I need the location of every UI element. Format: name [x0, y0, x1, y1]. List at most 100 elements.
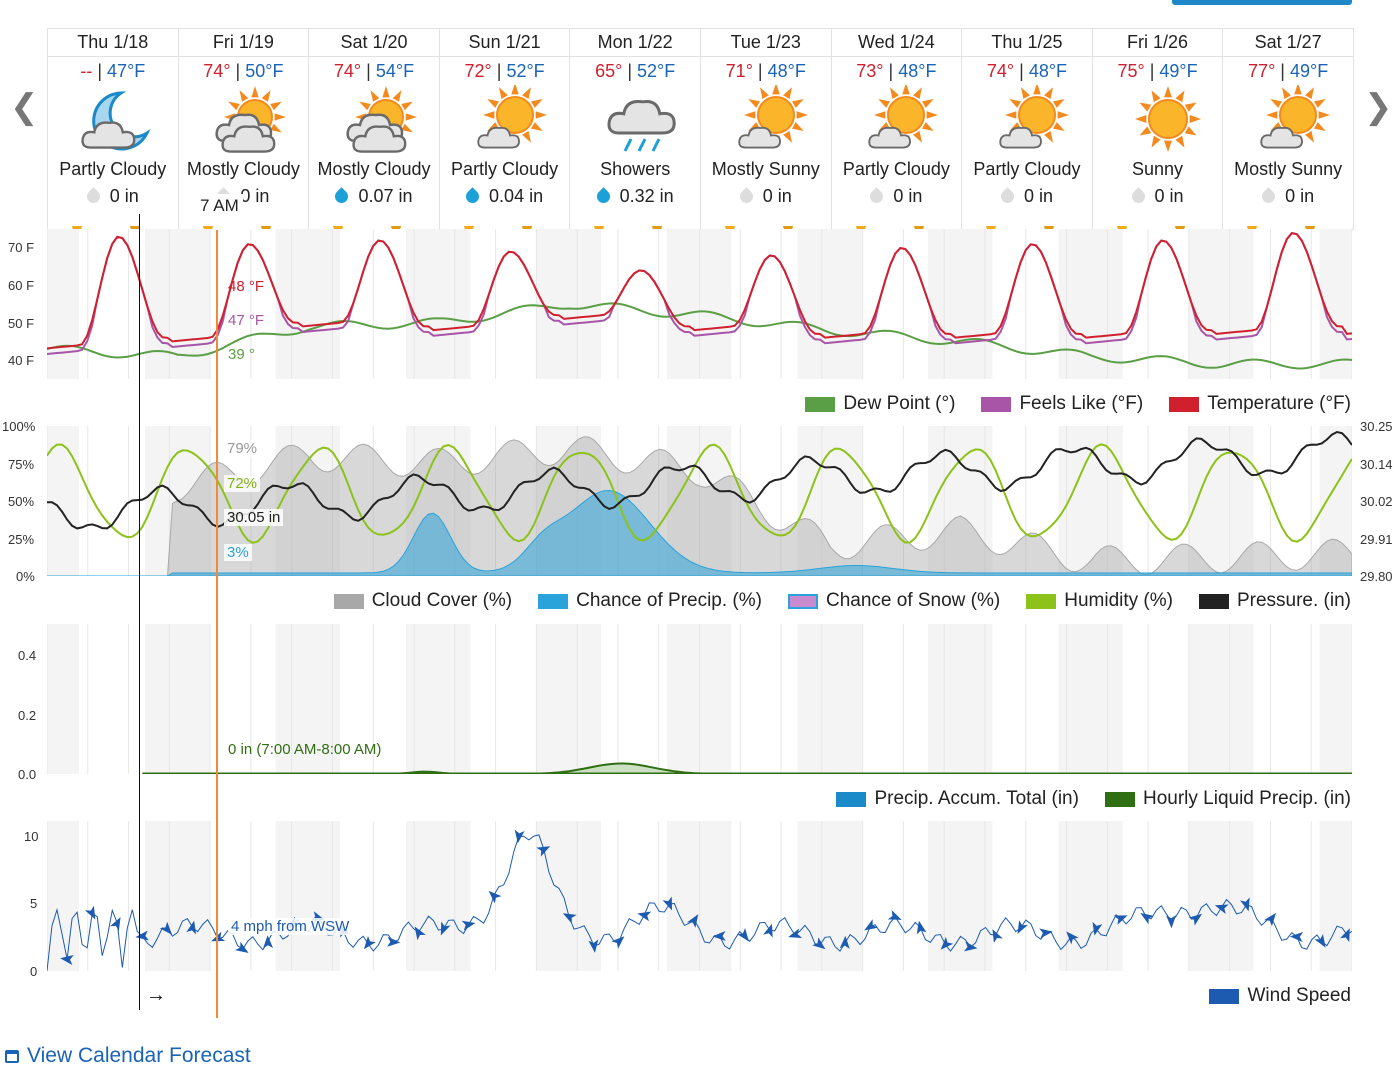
now-arrow-icon: → — [146, 984, 166, 1006]
day-high: 77° — [1248, 61, 1276, 81]
day-condition: Partly Cloudy — [973, 159, 1081, 179]
legend-precip-accum[interactable]: Precip. Accum. Total (in) — [836, 788, 1079, 810]
daylight-band — [601, 624, 667, 774]
wind-arrow-icon — [611, 936, 625, 949]
day-card[interactable]: Thu 1/18 -- | 47°F Partly Cloudy 0 in — [48, 29, 179, 231]
wind-arrow-icon — [159, 921, 173, 935]
top-action-button[interactable] — [1172, 0, 1352, 5]
day-date: Thu 1/25 — [962, 29, 1092, 57]
wind-arrow-icon — [887, 910, 902, 920]
daylight-band — [1253, 624, 1320, 774]
daylight-band — [731, 624, 798, 774]
day-temps: 74° | 50°F — [203, 61, 284, 81]
day-temps: -- | 47°F — [80, 61, 146, 81]
wind-arrow-icon — [461, 920, 476, 931]
rain-drop-icon — [1128, 187, 1148, 206]
rain-drop-icon — [867, 187, 887, 206]
wind-arrow-icon — [135, 930, 149, 941]
legend-hourly-precip[interactable]: Hourly Liquid Precip. (in) — [1104, 788, 1351, 810]
day-card[interactable]: Wed 1/24 73° | 48°F Partly Cloudy 0 in — [831, 29, 963, 231]
legend-temperature[interactable]: Temperature (°F) — [1169, 393, 1351, 415]
wind-arrow-icon — [1340, 928, 1350, 943]
legend-humidity[interactable]: Humidity (%) — [1026, 590, 1173, 612]
daylight-band — [862, 229, 928, 379]
humidity-line — [46, 443, 1353, 544]
day-temps: 72° | 52°F — [464, 61, 545, 81]
day-precip: 0 in — [1093, 186, 1223, 207]
day-card[interactable]: Sat 1/20 74° | 54°F Mostly Cloudy 0.07 i… — [309, 29, 440, 231]
cloud-tooltip: 79% — [224, 440, 261, 457]
daylight-band — [470, 821, 537, 971]
view-calendar-forecast-label: View Calendar Forecast — [27, 1044, 251, 1067]
prev-arrow-icon[interactable]: ❮ — [10, 88, 39, 126]
temp-axis-70: 70 F — [8, 240, 35, 255]
legend-wind-speed[interactable]: Wind Speed — [1209, 985, 1351, 1007]
wind-arrow-icon — [839, 935, 850, 949]
day-card[interactable]: Thu 1/25 74° | 48°F Partly Cloudy 0 in — [962, 29, 1093, 231]
wind-arrow-icon — [637, 911, 652, 922]
day-date: Tue 1/23 — [700, 29, 831, 57]
legend-dew-point[interactable]: Dew Point (°) — [805, 393, 955, 415]
daylight-band — [862, 426, 928, 576]
day-high: 65° — [595, 61, 623, 81]
wind-chart[interactable] — [46, 821, 1353, 972]
day-precip: 0 in — [832, 186, 962, 207]
temp-legend: Dew Point (°) Feels Like (°F) Temperatur… — [805, 393, 1351, 415]
sun-cloud-icon — [179, 85, 309, 157]
temp-tooltip: 48 °F — [228, 278, 265, 295]
legend-chance-snow[interactable]: Chance of Snow (%) — [787, 590, 1000, 612]
daylight-band — [1123, 821, 1189, 971]
day-card[interactable]: Sat 1/27 77° | 49°F Mostly Sunny 0 in — [1223, 29, 1353, 231]
wind-arrow-icon — [1140, 912, 1154, 925]
precip-chart[interactable] — [46, 624, 1353, 776]
day-temps: 74° | 48°F — [986, 61, 1068, 81]
wind-arrow-icon — [712, 930, 726, 941]
legend-pressure[interactable]: Pressure. (in) — [1198, 590, 1351, 612]
day-condition: Partly Cloudy — [451, 159, 559, 179]
daylight-band — [731, 821, 798, 971]
next-arrow-icon[interactable]: ❯ — [1364, 88, 1393, 126]
temperature-chart[interactable] — [46, 229, 1353, 379]
day-card[interactable]: Mon 1/22 65° | 52°F Showers 0.32 in — [570, 29, 701, 231]
view-calendar-forecast-link[interactable]: View Calendar Forecast — [5, 1044, 251, 1068]
day-date: Sat 1/27 — [1223, 29, 1353, 57]
legend-chance-precip[interactable]: Chance of Precip. (%) — [538, 590, 762, 612]
daylight-band — [601, 821, 667, 971]
day-card[interactable]: Sun 1/21 72° | 52°F Partly Cloudy 0.04 i… — [439, 29, 571, 231]
legend-cloud-cover[interactable]: Cloud Cover (%) — [333, 590, 512, 612]
daylight-band — [862, 624, 928, 774]
daylight-band — [79, 624, 145, 774]
wind-arrow-icon — [60, 955, 74, 965]
day-card[interactable]: Fri 1/19 74° | 50°F Mostly Cloudy 0 in — [178, 29, 310, 231]
wind-arrow-icon — [864, 919, 878, 931]
wind-arrow-icon — [1289, 932, 1304, 943]
wind-arrow-icon — [263, 935, 274, 949]
percent-chart[interactable] — [46, 426, 1353, 577]
sun-small-cloud-icon — [701, 83, 831, 157]
day-card[interactable]: Tue 1/23 71° | 48°F Mostly Sunny 0 in — [700, 29, 832, 231]
sunrise-sunset-marks — [179, 226, 309, 234]
wind-arrow-icon — [1113, 915, 1128, 925]
wind-arrow-icon — [1017, 920, 1028, 935]
day-low: 52°F — [637, 61, 676, 81]
day-low: 50°F — [245, 61, 284, 81]
day-condition: Sunny — [1132, 159, 1184, 179]
rain-drop-icon — [84, 187, 103, 206]
day-precip: 0 in — [962, 186, 1092, 207]
wind-arrow-icon — [1092, 921, 1103, 936]
day-card[interactable]: Fri 1/26 75° | 49°F Sunny 0 in — [1092, 29, 1224, 231]
daylight-band — [1253, 426, 1320, 576]
day-date: Thu 1/18 — [48, 29, 178, 57]
sunrise-sunset-marks — [832, 226, 962, 234]
day-low: 49°F — [1159, 61, 1198, 81]
day-low: 52°F — [506, 61, 545, 81]
precip-chance-tooltip: 3% — [224, 544, 252, 561]
daylight-band — [79, 821, 145, 971]
wind-arrow-icon — [488, 890, 502, 904]
wind-arrow-icon — [234, 941, 249, 954]
calendar-icon — [5, 1049, 19, 1063]
wind-tooltip: 4 mph from WSW — [228, 918, 353, 935]
legend-feels-like[interactable]: Feels Like (°F) — [981, 393, 1143, 415]
day-temps: 65° | 52°F — [595, 61, 676, 81]
hover-time-line — [216, 230, 218, 1018]
